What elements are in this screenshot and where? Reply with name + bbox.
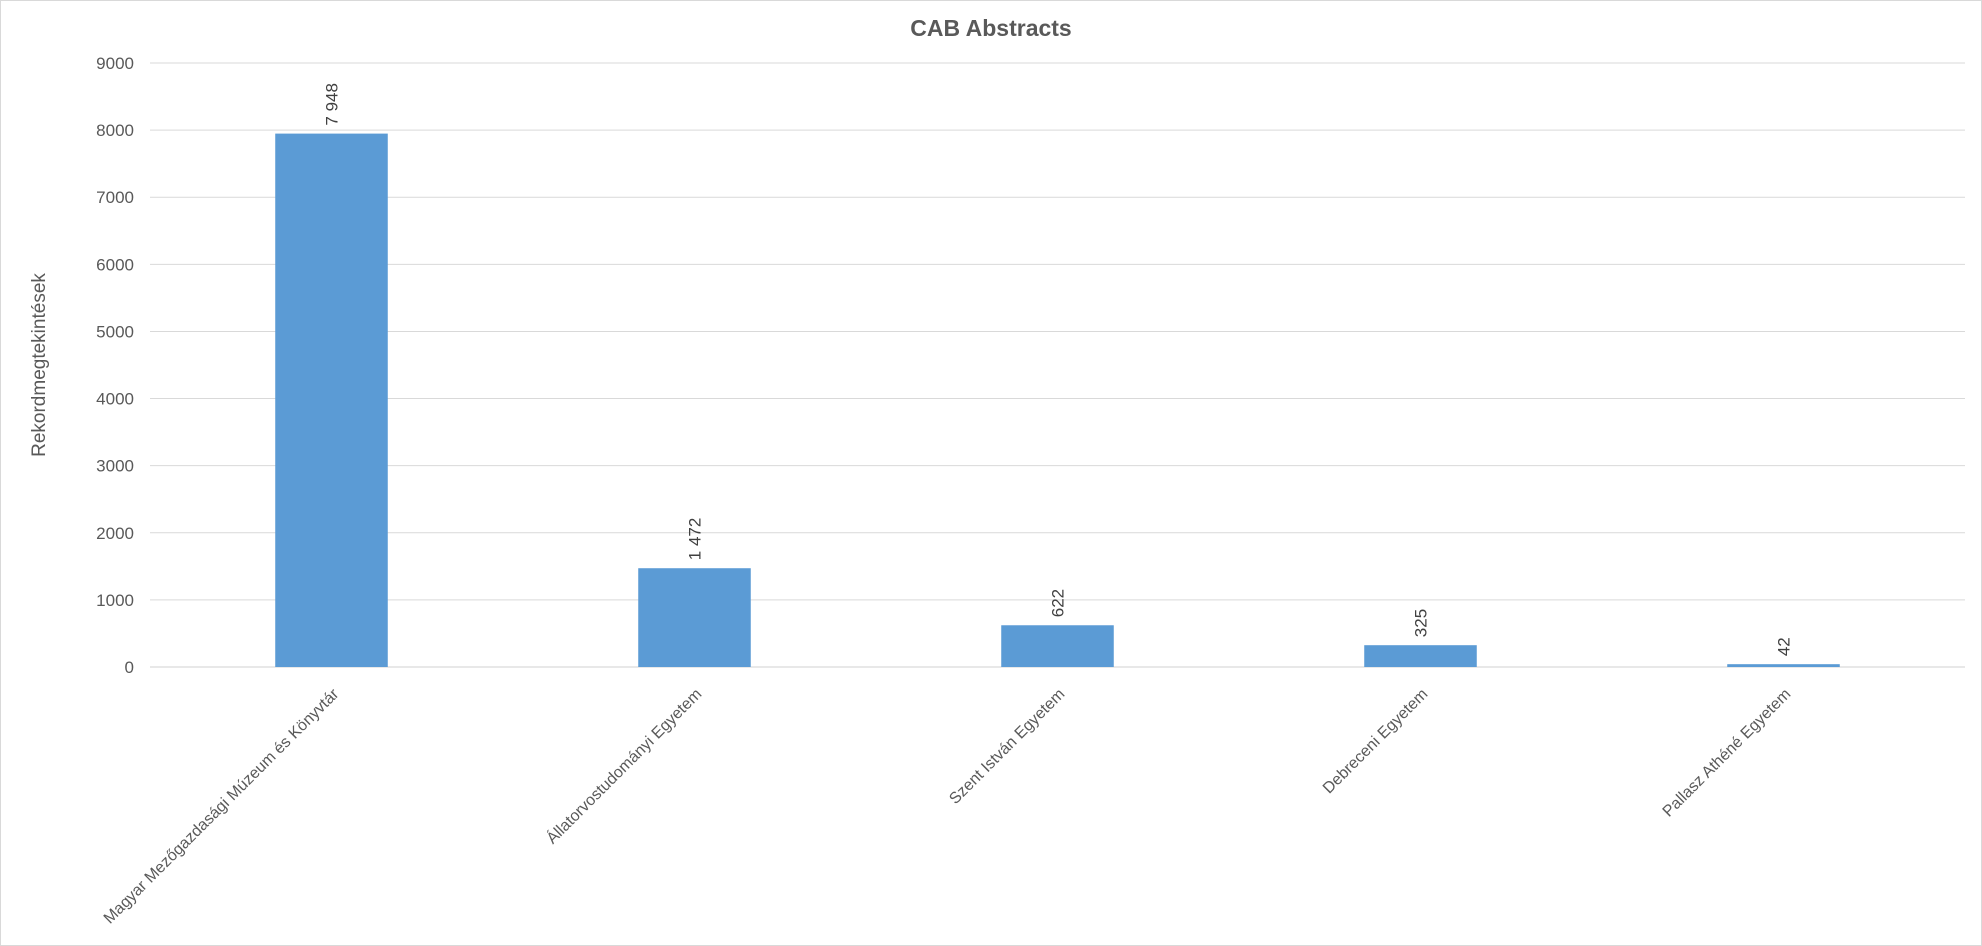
- y-tick-label: 8000: [96, 121, 134, 140]
- category-label: Állatorvostudományi Egyetem: [542, 684, 705, 847]
- data-labels: 7 948 1 472 622 325 42: [323, 83, 1794, 656]
- y-tick-label: 2000: [96, 524, 134, 543]
- y-tick-label: 7000: [96, 188, 134, 207]
- gridlines: [150, 62, 1965, 668]
- data-label: 1 472: [686, 518, 705, 561]
- bar: [275, 133, 388, 667]
- y-axis-label: Rekordmegtekintések: [29, 273, 50, 457]
- y-tick-label: 3000: [96, 457, 134, 476]
- y-tick-label: 5000: [96, 322, 134, 341]
- bar: [1001, 625, 1114, 667]
- y-tick-label: 0: [125, 658, 134, 677]
- bar: [1364, 645, 1477, 667]
- y-tick-label: 6000: [96, 255, 134, 274]
- y-tick-label: 9000: [96, 54, 134, 73]
- category-label: Pallasz Athéné Egyetem: [1660, 686, 1795, 821]
- data-label: 7 948: [323, 83, 342, 126]
- y-tick-label: 4000: [96, 390, 134, 409]
- data-label: 42: [1775, 637, 1794, 656]
- data-label: 325: [1412, 609, 1431, 637]
- y-axis-ticks: 0 1000 2000 3000 4000 5000 6000 7000 8000 9000: [96, 54, 134, 677]
- category-labels: Magyar Mezőgazdasági Múzeum és Könyvtár Á…: [101, 684, 1795, 927]
- category-label: Debreceni Egyetem: [1320, 686, 1431, 797]
- category-label: Magyar Mezőgazdasági Múzeum és Könyvtár: [101, 685, 343, 927]
- chart-title: CAB Abstracts: [910, 15, 1071, 41]
- category-label: Szent István Egyetem: [946, 686, 1068, 808]
- data-label: 622: [1049, 589, 1068, 617]
- y-tick-label: 1000: [96, 591, 134, 610]
- bar: [638, 568, 751, 667]
- bar: [1727, 664, 1840, 667]
- bars: [275, 133, 1840, 667]
